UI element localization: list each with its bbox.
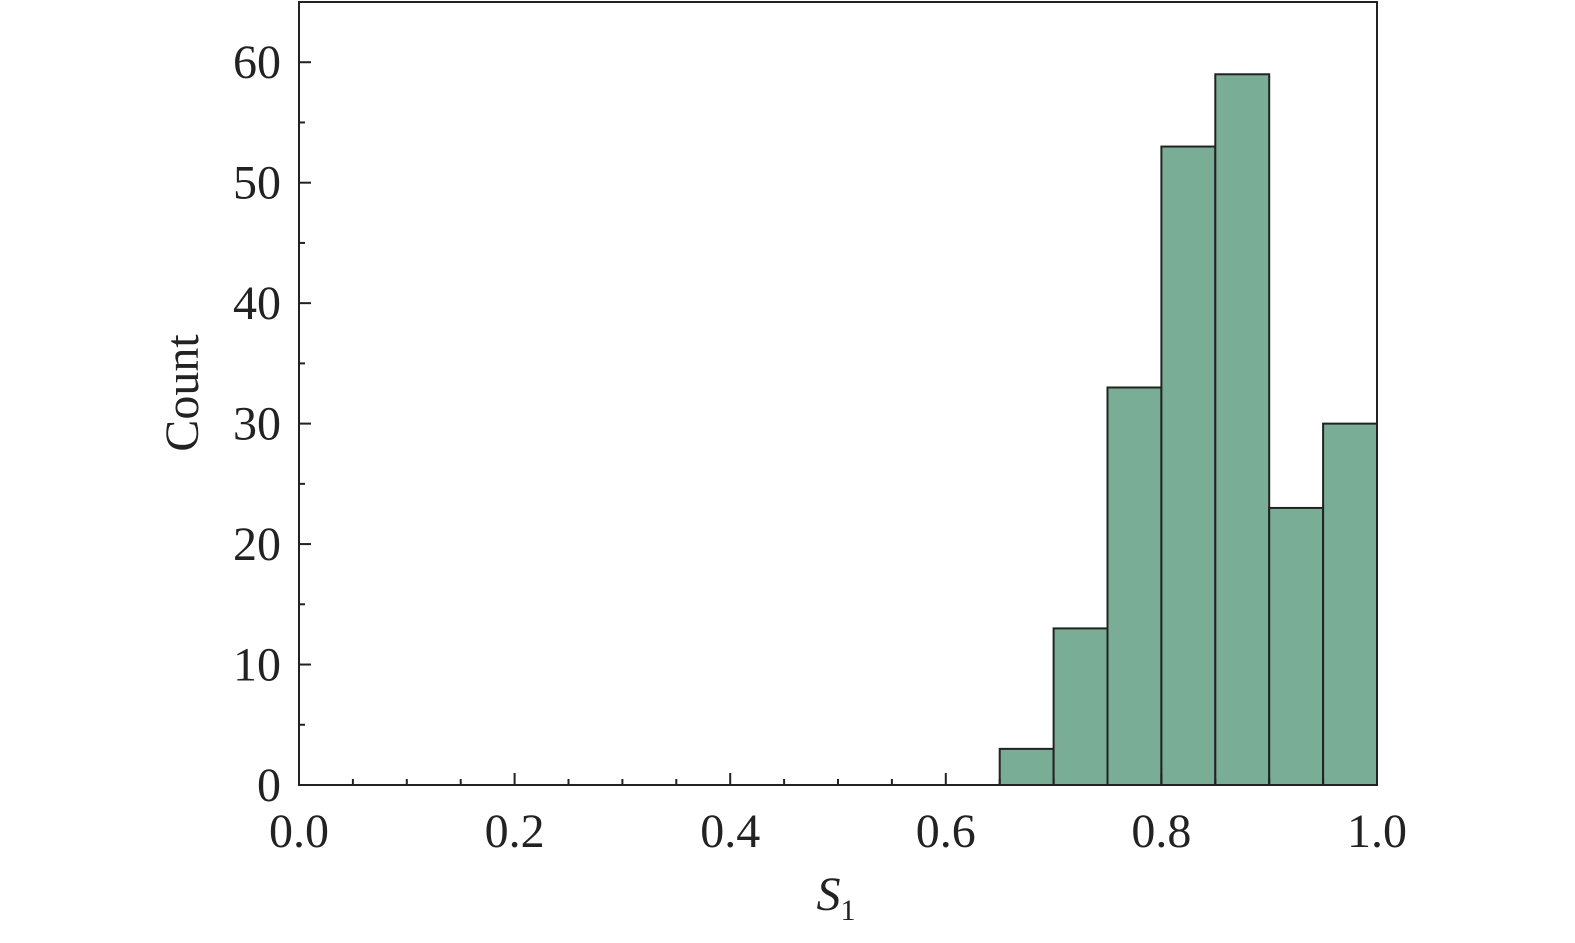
x-tick-label: 0.4 xyxy=(700,805,760,858)
y-tick-label: 60 xyxy=(233,36,281,89)
y-tick-label: 10 xyxy=(233,639,281,692)
y-tick-label: 40 xyxy=(233,277,281,330)
bar xyxy=(1160,145,1217,787)
bar xyxy=(998,747,1055,786)
bar xyxy=(1214,73,1271,787)
x-axis-label-subscript: 1 xyxy=(841,894,856,927)
x-axis-label-symbol: S xyxy=(817,868,841,921)
bar xyxy=(1268,506,1325,786)
x-axis-label: S1 xyxy=(817,868,856,927)
y-tick-label: 30 xyxy=(233,398,281,451)
x-tick-label: 0.8 xyxy=(1131,805,1191,858)
y-tick-label: 0 xyxy=(257,759,281,812)
y-tick-label: 20 xyxy=(233,518,281,571)
y-axis-label: Count xyxy=(156,334,209,452)
bar xyxy=(1106,386,1163,786)
x-tick-label: 1.0 xyxy=(1347,805,1407,858)
x-tick-label: 0.0 xyxy=(269,805,329,858)
bar xyxy=(1052,627,1109,787)
x-tick-label: 0.2 xyxy=(485,805,545,858)
bar xyxy=(1322,422,1378,786)
x-tick-label: 0.6 xyxy=(916,805,976,858)
y-tick-label: 50 xyxy=(233,157,281,210)
